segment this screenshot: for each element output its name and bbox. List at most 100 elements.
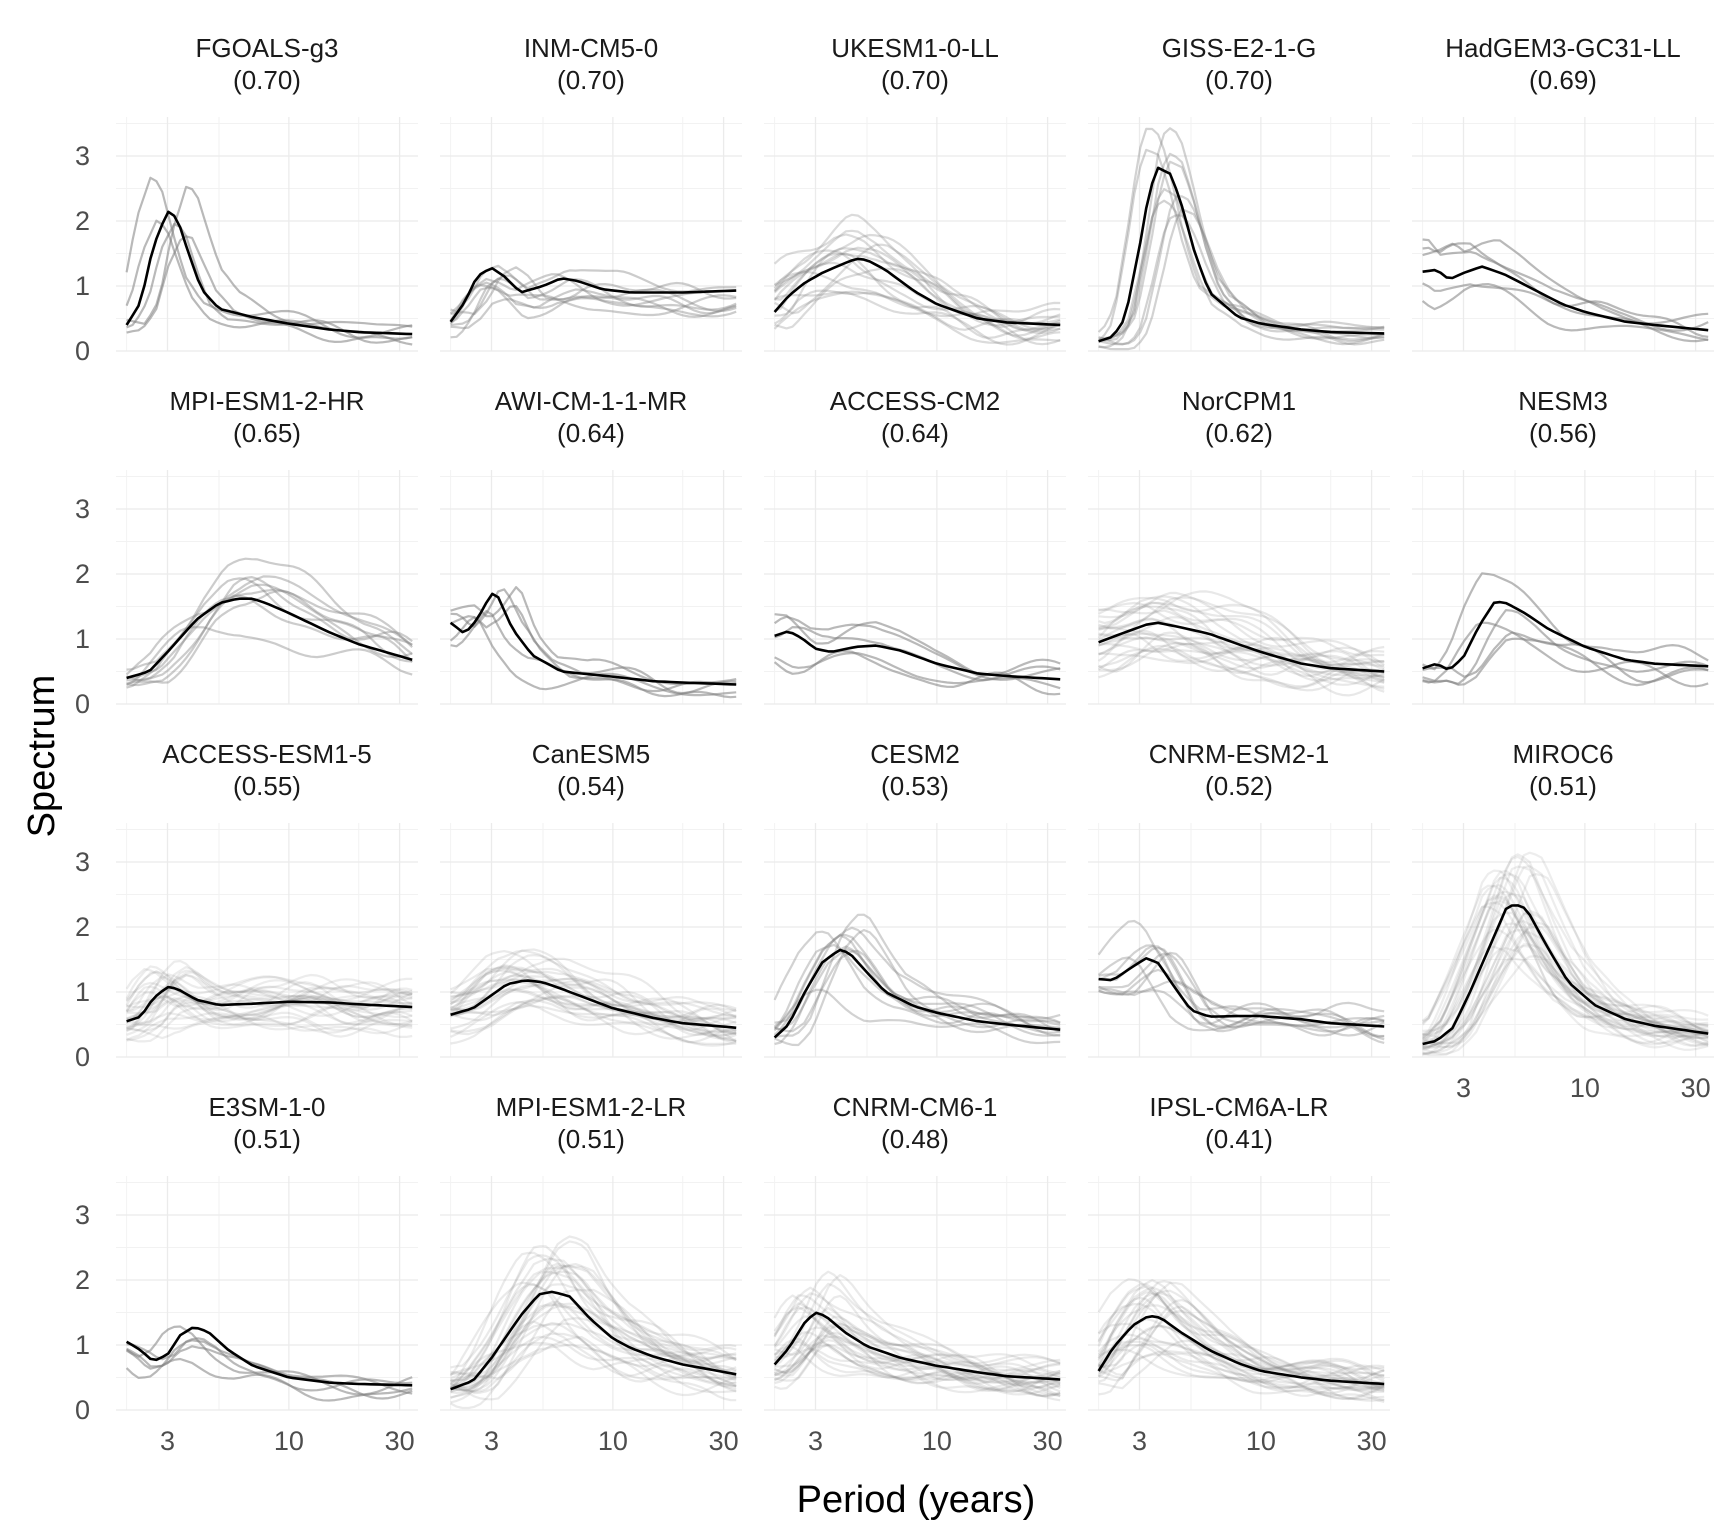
member-line: [1098, 632, 1385, 693]
member-line: [450, 988, 737, 1025]
member-line: [1422, 911, 1709, 1037]
member-line: [1097, 1322, 1385, 1395]
y-tick-label: 2: [75, 912, 90, 942]
facet-panel: CanESM5(0.54): [440, 739, 742, 1058]
member-line: [1098, 1343, 1385, 1401]
member-line: [125, 981, 413, 1016]
member-line: [1097, 1302, 1385, 1386]
panel-grid: [1088, 823, 1390, 1058]
member-line: [1097, 629, 1385, 686]
member-line: [1097, 1286, 1385, 1385]
member-line: [1097, 1340, 1385, 1393]
member-line: [126, 980, 413, 1033]
member-line: [1097, 1333, 1385, 1397]
member-line: [449, 950, 737, 1024]
panel-title-score: (0.62): [1205, 418, 1273, 448]
ensemble-mean-line: [449, 267, 737, 323]
ensemble-mean-line: [773, 948, 1061, 1039]
member-line: [773, 271, 1061, 339]
ensemble-mean-line: [1097, 1315, 1385, 1386]
panels-layer: FGOALS-g3(0.70)INM-CM5-0(0.70)UKESM1-0-L…: [116, 33, 1714, 1411]
member-line: [126, 575, 413, 679]
member-line: [1422, 925, 1709, 1046]
member-line: [450, 1235, 737, 1392]
member-line: [450, 949, 737, 1011]
member-line: [126, 594, 413, 687]
member-lines: [1097, 1278, 1385, 1403]
member-line: [1422, 957, 1709, 1049]
panel-grid: [440, 117, 742, 352]
panel-title-score: (0.52): [1205, 771, 1273, 801]
member-line: [126, 1006, 413, 1043]
x-tick-label: 10: [922, 1426, 952, 1456]
facet-panel: AWI-CM-1-1-MR(0.64): [440, 386, 742, 705]
member-line: [125, 971, 413, 1012]
member-line: [1097, 1352, 1385, 1395]
member-line: [774, 1335, 1061, 1397]
member-line: [126, 959, 413, 1013]
member-line: [1422, 609, 1709, 685]
member-line: [1098, 609, 1385, 678]
member-line: [1421, 897, 1709, 1048]
panel-title-model: IPSL-CM6A-LR: [1149, 1092, 1328, 1122]
member-line: [1422, 865, 1709, 1050]
panel-title-model: HadGEM3-GC31-LL: [1445, 33, 1681, 63]
member-line: [1098, 127, 1385, 349]
member-line: [126, 995, 413, 1032]
member-line: [1098, 944, 1385, 1029]
panel-grid: [440, 823, 742, 1058]
member-line: [1097, 1317, 1385, 1389]
member-lines: [125, 557, 413, 689]
member-line: [125, 985, 413, 1026]
member-line: [1422, 922, 1709, 1046]
member-line: [450, 1336, 737, 1393]
facet-panel: CESM2(0.53): [764, 739, 1066, 1058]
y-tick-label: 2: [75, 206, 90, 236]
member-line: [125, 973, 413, 1025]
x-tick-label: 30: [1033, 1426, 1063, 1456]
member-line: [449, 284, 737, 321]
member-line: [773, 1306, 1061, 1384]
member-line: [1098, 601, 1385, 667]
x-tick-label: 30: [385, 1426, 415, 1456]
member-line: [773, 933, 1061, 1036]
y-tick-label: 3: [75, 847, 90, 877]
member-line: [1098, 1325, 1385, 1392]
member-line: [1422, 873, 1709, 1039]
panel-grid: [116, 823, 418, 1058]
facet-panel: IPSL-CM6A-LR(0.41): [1088, 1092, 1390, 1411]
member-line: [450, 995, 737, 1044]
member-line: [1097, 605, 1385, 679]
member-line: [1422, 855, 1709, 1048]
member-line: [450, 286, 737, 324]
member-line: [773, 1326, 1061, 1394]
member-line: [1098, 618, 1385, 682]
member-line: [773, 988, 1061, 1045]
member-line: [1097, 1292, 1385, 1392]
panel-title-model: MIROC6: [1512, 739, 1613, 769]
facet-panel: INM-CM5-0(0.70): [440, 33, 742, 352]
y-tick-label: 3: [75, 1200, 90, 1230]
panel-title-score: (0.65): [233, 418, 301, 448]
panel-title-score: (0.48): [881, 1124, 949, 1154]
member-line: [1098, 595, 1385, 667]
member-line: [1097, 956, 1385, 1032]
member-line: [450, 1240, 737, 1389]
member-line: [774, 1323, 1061, 1385]
panel-title-score: (0.56): [1529, 418, 1597, 448]
ensemble-mean-line: [773, 1311, 1061, 1381]
member-line: [450, 610, 737, 699]
member-line: [1422, 901, 1709, 1035]
member-line: [450, 288, 737, 330]
x-tick-label: 10: [1570, 1073, 1600, 1103]
member-line: [774, 1343, 1061, 1390]
member-line: [1422, 912, 1709, 1049]
member-line: [774, 1341, 1061, 1396]
panel-title-model: MPI-ESM1-2-HR: [169, 386, 364, 416]
member-line: [125, 990, 413, 1019]
panel-title-score: (0.53): [881, 771, 949, 801]
facet-panel: MPI-ESM1-2-HR(0.65): [116, 386, 418, 705]
member-line: [773, 1294, 1061, 1382]
member-line: [1098, 616, 1385, 678]
member-lines: [449, 948, 737, 1047]
